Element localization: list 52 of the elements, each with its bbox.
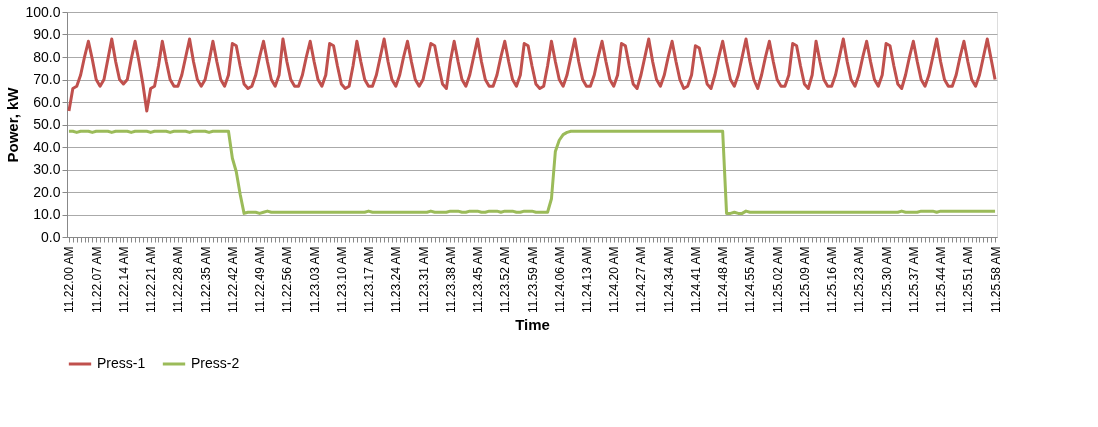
x-tick-label: 11.25.02 AM [770,246,785,313]
y-tick-label: 20.0 [33,183,61,200]
x-tick-label: 11.24.41 AM [688,246,703,313]
x-tick-label: 11.22.07 AM [89,246,104,313]
x-tick-label: 11.23.03 AM [307,246,322,313]
x-tick-label: 11.24.06 AM [552,246,567,313]
line-series [67,129,997,215]
x-tick-label: 11.25.09 AM [797,246,812,313]
y-tick-label: 10.0 [33,206,61,222]
x-tick-label: 11.23.24 AM [389,246,404,313]
x-tick-label: 11.24.34 AM [661,246,676,313]
x-tick-label: 11.25.30 AM [879,246,894,313]
x-tick-label: 11.22.35 AM [198,246,213,313]
x-tick-label: 11.23.38 AM [443,246,458,313]
y-tick-label: 40.0 [33,138,61,155]
x-tick-label: 11.23.31 AM [416,246,431,313]
y-tick-label: 60.0 [33,93,61,110]
x-tick-label: 11.23.59 AM [525,246,540,313]
x-tick-label: 11.25.51 AM [961,246,976,313]
x-tick-label: 11.24.48 AM [716,246,731,313]
y-tick-label: 90.0 [33,26,61,42]
y-tick-label: 80.0 [33,48,61,65]
x-tick-label: 11.25.16 AM [825,246,840,313]
x-tick-label: 11.23.45 AM [471,246,486,313]
x-tick-label: 11.25.23 AM [852,246,867,313]
x-tick-label: 11.22.49 AM [253,246,268,313]
y-tick-label: 30.0 [33,161,61,177]
x-tick-label: 11.24.55 AM [743,246,758,313]
legend-label: Press-2 [191,355,240,371]
y-axis-title: Power, kW [4,86,22,163]
y-tick-label: 0.0 [41,228,61,245]
line-series [67,37,997,113]
x-tick-label: 11.23.52 AM [498,246,513,313]
x-tick-label: 11.22.56 AM [280,246,295,313]
x-axis-title: Time [515,315,550,333]
x-tick-label: 11.22.21 AM [144,246,159,313]
legend-label: Press-1 [97,355,146,371]
y-tick-label: 100.0 [25,3,61,20]
x-tick-label: 11.23.10 AM [334,246,349,313]
y-tick-label: 70.0 [33,71,61,87]
x-tick-label: 11.24.27 AM [634,246,649,313]
x-tick-label: 11.25.44 AM [934,246,949,313]
x-tick-label: 11.22.28 AM [171,246,186,313]
x-tick-label: 11.22.00 AM [62,246,77,313]
x-tick-label: 11.25.37 AM [906,246,921,313]
x-tick-label: 11.22.42 AM [225,246,240,313]
x-tick-label: 11.24.13 AM [579,246,594,313]
x-tick-label: 11.23.17 AM [362,246,377,313]
y-tick-label: 50.0 [33,116,61,132]
x-tick-label: 11.22.14 AM [116,246,131,313]
x-tick-label: 11.25.58 AM [988,246,1003,313]
x-tick-label: 11.24.20 AM [607,246,622,313]
